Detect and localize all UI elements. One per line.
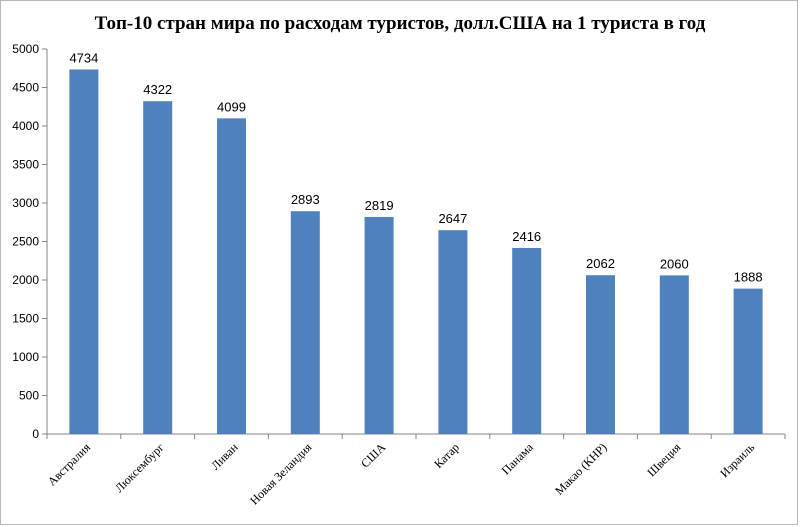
data-label: 2060 xyxy=(660,256,689,271)
category-label: Швеция xyxy=(644,440,684,480)
category-label: Макао (КНР) xyxy=(552,440,609,497)
data-label: 2893 xyxy=(291,192,320,207)
bar xyxy=(586,275,615,434)
data-label: 4099 xyxy=(217,99,246,114)
bar xyxy=(69,69,99,435)
y-tick-label: 5000 xyxy=(12,42,39,56)
y-tick-label: 1000 xyxy=(12,350,39,364)
category-label: Новая Зеландия xyxy=(247,440,315,508)
category-label: Ливан xyxy=(208,440,241,473)
category-label: Израиль xyxy=(717,440,757,480)
category-label: США xyxy=(358,440,388,470)
data-label: 2647 xyxy=(438,211,467,226)
bar xyxy=(438,230,468,434)
y-tick-label: 2000 xyxy=(12,273,39,287)
data-label: 4322 xyxy=(143,82,172,97)
y-tick-label: 1500 xyxy=(12,312,39,326)
data-label: 4734 xyxy=(69,50,98,65)
bar xyxy=(143,101,173,435)
data-label: 2819 xyxy=(365,198,394,213)
y-tick-label: 0 xyxy=(32,427,39,441)
category-label: Австралия xyxy=(45,440,94,489)
bar xyxy=(364,216,394,434)
category-label: Катар xyxy=(431,440,462,471)
bar xyxy=(659,275,689,434)
bar xyxy=(512,247,542,434)
bar xyxy=(217,118,246,434)
data-label: 2416 xyxy=(512,229,541,244)
y-tick-label: 500 xyxy=(19,389,39,403)
y-tick-label: 3000 xyxy=(12,196,39,210)
y-tick-label: 4000 xyxy=(12,119,39,133)
bar xyxy=(733,288,763,434)
y-tick-label: 4500 xyxy=(12,81,39,95)
bar xyxy=(290,211,320,434)
data-label: 2062 xyxy=(586,256,615,271)
chart-title: Топ-10 стран мира по расходам туристов, … xyxy=(94,13,706,34)
y-tick-label: 2500 xyxy=(12,235,39,249)
data-label: 1888 xyxy=(734,270,763,285)
category-label: Панама xyxy=(499,440,537,478)
category-label: Люксембург xyxy=(112,440,167,495)
y-tick-label: 3500 xyxy=(12,158,39,172)
